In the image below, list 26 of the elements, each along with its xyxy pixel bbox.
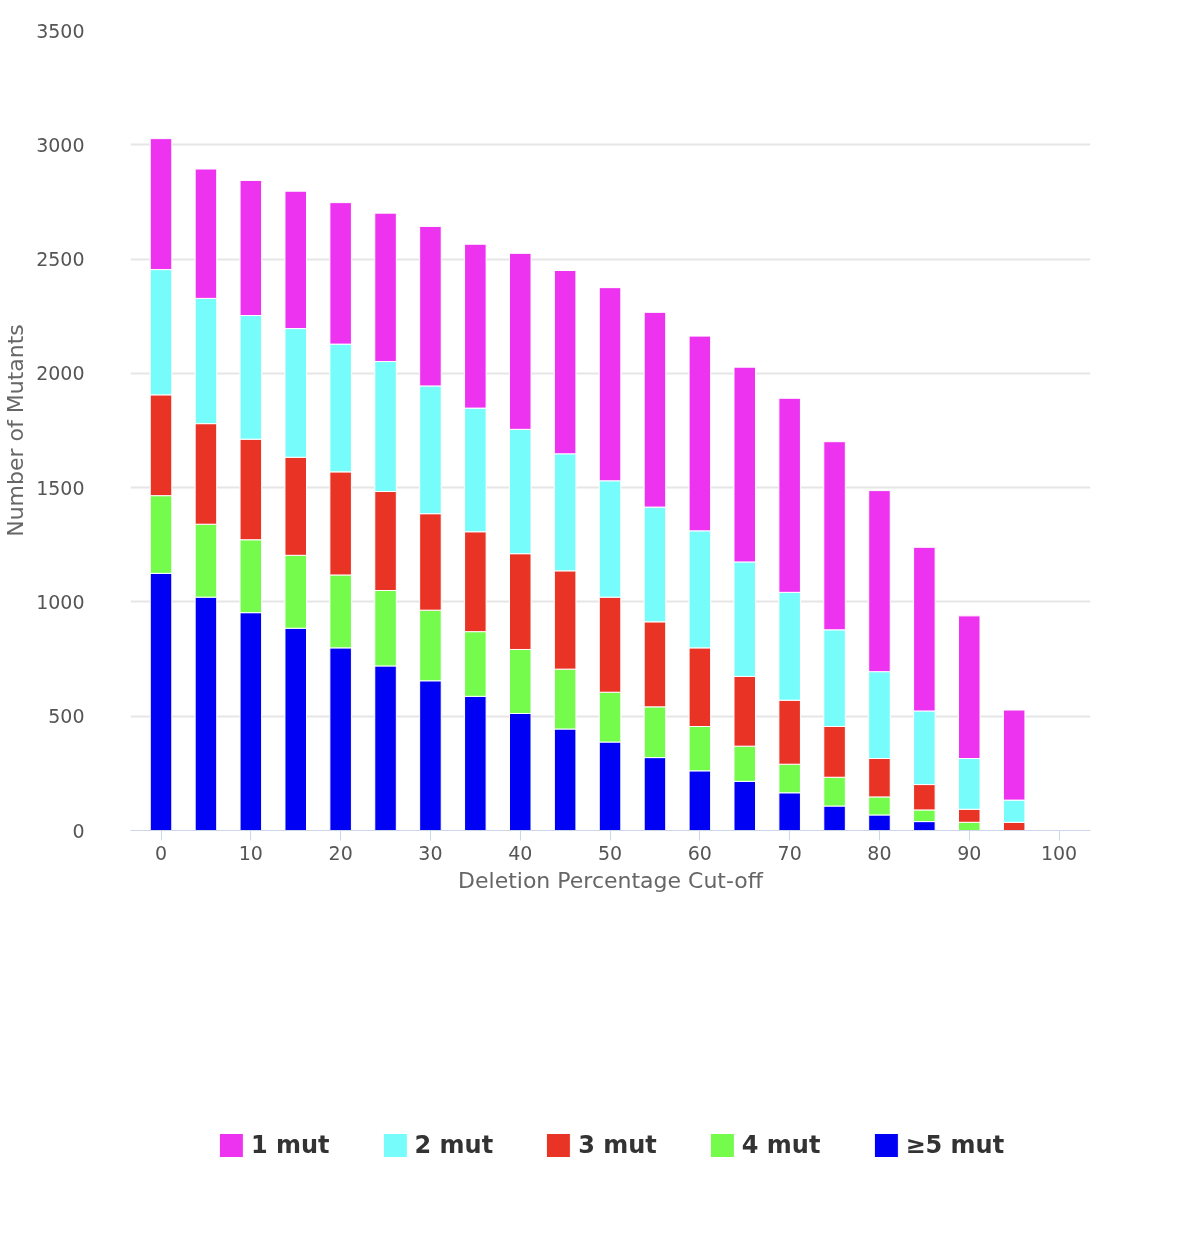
legend-label: 1 mut: [250, 1131, 330, 1159]
y-tick-label: 1500: [36, 476, 85, 499]
y-tick-label: 2000: [36, 362, 85, 385]
x-tick-label: 30: [418, 841, 443, 864]
x-tick-label: 0: [154, 841, 168, 864]
x-tick-label: 100: [1040, 841, 1078, 864]
y-axis-title: Number of Mutants: [3, 324, 29, 537]
x-tick-label: 60: [687, 841, 712, 864]
x-tick-label: 20: [328, 841, 353, 864]
y-tick-label: 3000: [36, 133, 85, 156]
x-axis-title: Deletion Percentage Cut-off: [458, 867, 764, 893]
y-tick-label: 3500: [36, 19, 85, 42]
x-tick-label: 80: [867, 841, 892, 864]
legend-label: 3 mut: [578, 1131, 657, 1159]
legend-label: 2 mut: [414, 1131, 494, 1159]
y-tick-label: 500: [48, 705, 85, 728]
x-tick-label: 40: [508, 841, 533, 864]
legend-label: ≥5 mut: [905, 1131, 1005, 1159]
x-tick-label: 10: [238, 841, 263, 864]
y-tick-label: 1000: [36, 590, 85, 613]
x-tick-label: 70: [777, 841, 802, 864]
x-tick-label: 50: [597, 841, 623, 864]
y-tick-label: 2500: [36, 248, 85, 271]
legend-label: 4 mut: [741, 1131, 821, 1159]
x-tick-label: 90: [957, 841, 982, 864]
y-tick-label: 0: [72, 819, 85, 842]
